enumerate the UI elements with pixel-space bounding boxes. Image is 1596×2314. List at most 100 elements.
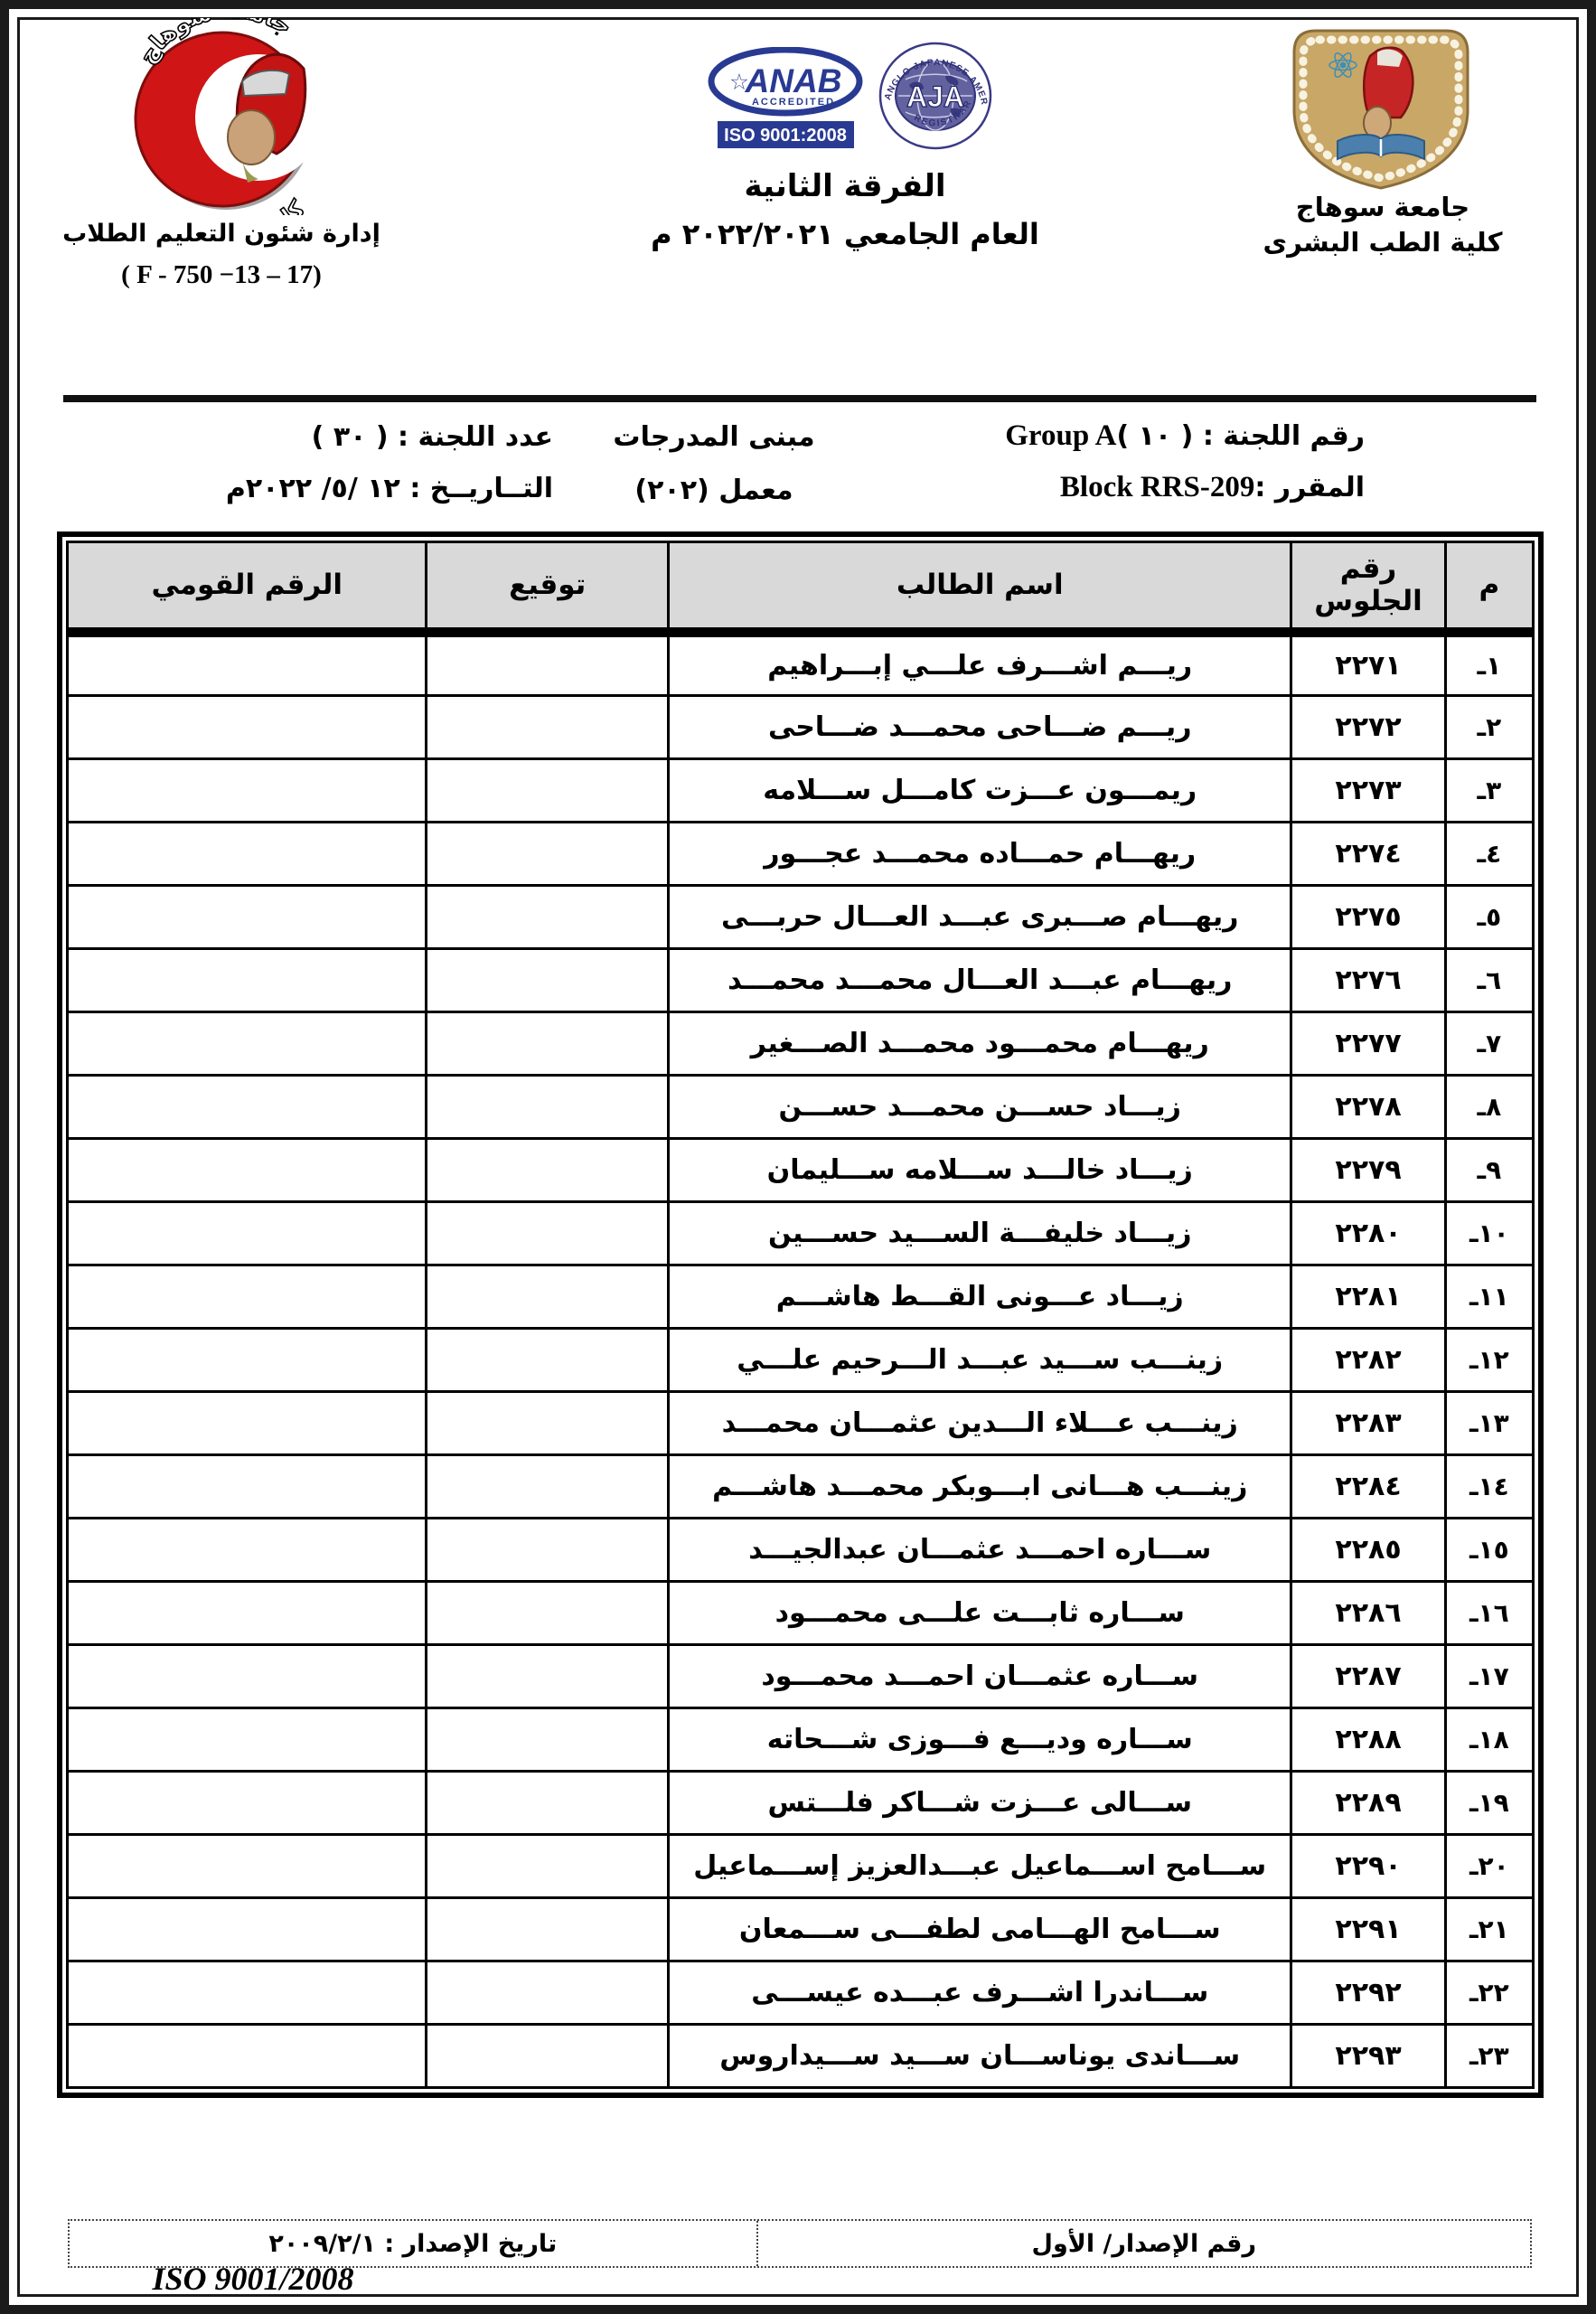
header-divider-rule (63, 395, 1536, 402)
national-id-cell (65, 884, 428, 950)
student-name-cell: ســـاندى يوناســـان ســـيد ســـيداروس (667, 2023, 1293, 2089)
row-index-cell: ١٠ـ (1443, 1200, 1535, 1266)
student-row: ٥ـ ٢٢٧٥ ريهـــام صـــبرى عبـــد العـــال… (65, 884, 1535, 950)
row-index-cell: ٦ـ (1443, 947, 1535, 1013)
footer-issue-table: رقم الإصدار/ الأول تاريخ الإصدار : ٢٠٠٩/… (68, 2219, 1532, 2268)
anab-wordmark: ANAB (745, 62, 842, 99)
student-row: ٢ـ ٢٢٧٢ ريـــم ضـــاحى محمـــد ضـــاحى (65, 694, 1535, 760)
university-name: جامعة سوهاج (1295, 192, 1470, 222)
student-name-cell: ســـاره وديـــع فـــوزى شـــحاته (667, 1707, 1293, 1773)
seat-number-cell: ٢٢٧٦ (1290, 947, 1447, 1013)
row-index-cell: ٢٠ـ (1443, 1833, 1535, 1899)
signature-cell (425, 2023, 671, 2089)
national-id-cell (65, 1074, 428, 1140)
committee-number-label: رقم اللجنة : ( ١٠ ) (1116, 420, 1365, 452)
student-name-cell: ســـامح اســـماعيل عبـــدالعزيز إســـماع… (667, 1833, 1293, 1899)
student-row: ٣ـ ٢٢٧٣ ريمـــون عـــزت كامـــل ســـلامه (65, 757, 1535, 823)
row-index-cell: ٤ـ (1443, 821, 1535, 887)
student-name-cell: زينـــب ســـيد عبـــد الـــرحيم علـــي (667, 1327, 1293, 1393)
university-shield-logo (1291, 27, 1471, 192)
seat-number-cell: ٢٢٨٣ (1290, 1390, 1447, 1456)
course-label: المقرر : (1254, 472, 1365, 503)
aja-logo: AJA ANGLO JAPANESE AMERICAN REGISTRARS (875, 33, 992, 152)
national-id-cell (65, 1011, 428, 1077)
seat-number-cell: ٢٢٩٠ (1290, 1833, 1447, 1899)
row-index-cell: ١١ـ (1443, 1264, 1535, 1330)
header-signature: توقيع (425, 541, 671, 637)
issue-number-cell: رقم الإصدار/ الأول (756, 2221, 1530, 2266)
national-id-cell (65, 1896, 428, 1962)
row-index-cell: ٩ـ (1443, 1137, 1535, 1203)
row-index-cell: ١٢ـ (1443, 1327, 1535, 1393)
seat-number-cell: ٢٢٩٣ (1290, 2023, 1447, 2089)
seat-number-cell: ٢٢٧٨ (1290, 1074, 1447, 1140)
aja-wordmark: AJA (906, 80, 964, 113)
aja-logo-graphic: AJA ANGLO JAPANESE AMERICAN REGISTRARS (875, 33, 992, 150)
national-id-cell (65, 1833, 428, 1899)
student-row: ١٨ـ ٢٢٨٨ ســـاره وديـــع فـــوزى شـــحات… (65, 1707, 1535, 1773)
row-index-cell: ١٥ـ (1443, 1517, 1535, 1583)
row-index-cell: ٢ـ (1443, 694, 1535, 760)
signature-cell (425, 1264, 671, 1330)
national-id-cell (65, 947, 428, 1013)
seat-number-cell: ٢٢٨٨ (1290, 1707, 1447, 1773)
exam-date-label: التــاريــخ : ١٢ /٥/ ٢٠٢٢م (225, 473, 553, 504)
signature-cell (425, 1643, 671, 1709)
row-index-cell: ٢٣ـ (1443, 2023, 1535, 2089)
student-row: ٢٠ـ ٢٢٩٠ ســـامح اســـماعيل عبـــدالعزيز… (65, 1833, 1535, 1899)
signature-cell (425, 1580, 671, 1646)
anab-star-icon: ★ (730, 71, 748, 94)
student-name-cell: ســـاره ثابـــت علـــى محمـــود (667, 1580, 1293, 1646)
national-id-cell (65, 1200, 428, 1266)
seat-number-cell: ٢٢٧١ (1290, 631, 1447, 697)
committee-number-line: رقم اللجنة : ( ١٠ )Group A (913, 421, 1365, 451)
students-table-header: م رقم الجلوس اسم الطالب توقيع الرقم القو… (65, 541, 1535, 637)
row-index-cell: ١٦ـ (1443, 1580, 1535, 1646)
signature-cell (425, 947, 671, 1013)
national-id-cell (65, 694, 428, 760)
seat-number-cell: ٢٢٨٩ (1290, 1770, 1447, 1836)
national-id-cell (65, 1707, 428, 1773)
header-seat-number: رقم الجلوس (1290, 541, 1447, 637)
info-center-block: مبنى المدرجات معمل (٢٠٢) (587, 421, 840, 506)
anab-logo-graphic: ANAB ★ ACCREDITED ISO 9001:2008 (708, 46, 863, 148)
row-index-cell: ٥ـ (1443, 884, 1535, 950)
student-name-cell: ريهـــام عبـــد العـــال محمـــد محمـــد (667, 947, 1293, 1013)
student-row: ٢٢ـ ٢٢٩٢ ســـاندرا اشـــرف عبـــده عيســ… (65, 1960, 1535, 2026)
student-name-cell: زينـــب عـــلاء الـــدين عثمـــان محمـــ… (667, 1390, 1293, 1456)
student-name-cell: ســـاره عثمـــان احمـــد محمـــود (667, 1643, 1293, 1709)
national-id-cell (65, 1264, 428, 1330)
student-name-cell: ريـــم ضـــاحى محمـــد ضـــاحى (667, 694, 1293, 760)
row-index-cell: ١٩ـ (1443, 1770, 1535, 1836)
national-id-cell (65, 1960, 428, 2026)
row-index-cell: ١ـ (1443, 631, 1535, 697)
national-id-cell (65, 1390, 428, 1456)
row-index-cell: ١٣ـ (1443, 1390, 1535, 1456)
student-row: ١٦ـ ٢٢٨٦ ســـاره ثابـــت علـــى محمـــود (65, 1580, 1535, 1646)
signature-cell (425, 1200, 671, 1266)
academic-year-title: العام الجامعي ٢٠٢٢/٢٠٢١ م (651, 217, 1039, 251)
signature-cell (425, 1327, 671, 1393)
student-name-cell: ريمـــون عـــزت كامـــل ســـلامه (667, 757, 1293, 823)
student-row: ١٧ـ ٢٢٨٧ ســـاره عثمـــان احمـــد محمـــ… (65, 1643, 1535, 1709)
student-name-cell: ريهـــام حمـــاده محمـــد عجـــور (667, 821, 1293, 887)
anab-logo: ANAB ★ ACCREDITED ISO 9001:2008 (707, 46, 865, 154)
national-id-cell (65, 1327, 428, 1393)
national-id-cell (65, 2023, 428, 2089)
students-table-container: م رقم الجلوس اسم الطالب توقيع الرقم القو… (57, 531, 1544, 2098)
signature-cell (425, 757, 671, 823)
form-code: ( F - 750 −13 – 17) (121, 260, 322, 289)
row-index-cell: ١٧ـ (1443, 1643, 1535, 1709)
issue-date-cell: تاريخ الإصدار : ٢٠٠٩/٢/١ (268, 2229, 558, 2258)
signature-cell (425, 1770, 671, 1836)
info-right-block: رقم اللجنة : ( ١٠ )Group A المقرر :Block… (913, 421, 1365, 503)
national-id-cell (65, 1580, 428, 1646)
signature-cell (425, 694, 671, 760)
iso-certification-text: ISO 9001/2008 (152, 2261, 354, 2297)
faculty-name: كلية الطب البشرى (1263, 227, 1503, 259)
crescent-logo-graphic: جامعة سوهاج كلية الطب (133, 0, 322, 249)
signature-cell (425, 1137, 671, 1203)
student-row: ٢١ـ ٢٢٩١ ســـامح الهـــامى لطفـــى ســـم… (65, 1896, 1535, 1962)
national-id-cell (65, 631, 428, 697)
